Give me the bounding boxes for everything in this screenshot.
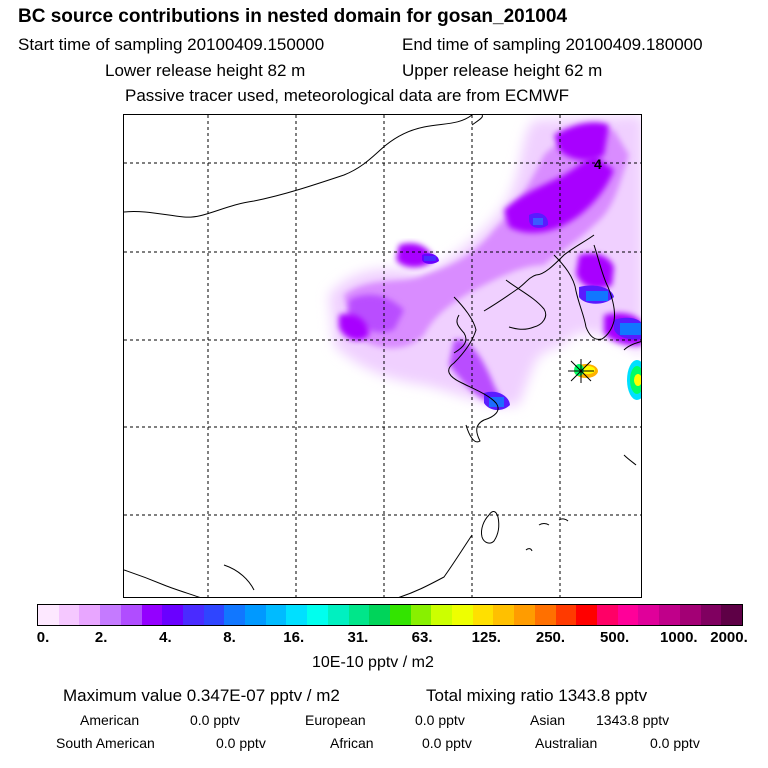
colorbar-tick-label: 250. — [535, 629, 566, 646]
colorbar-segment — [617, 605, 639, 625]
colorbar-tick-label: 1000. — [660, 629, 698, 646]
upper-release-height: Upper release height 62 m — [402, 61, 603, 80]
colorbar-segment — [555, 605, 577, 625]
colorbar-tick-label: 2000. — [710, 629, 748, 646]
colorbar-segment — [162, 605, 183, 625]
american-label: American — [80, 712, 140, 728]
colorbar-segment — [265, 605, 287, 625]
colorbar-segment — [245, 605, 266, 625]
colorbar-segment — [576, 605, 597, 625]
colorbar-segment — [638, 605, 660, 625]
colorbar-segment — [679, 605, 701, 625]
colorbar-tick-label: 4. — [159, 629, 172, 646]
colorbar-segment — [659, 605, 680, 625]
colorbar-unit: 10E-10 pptv / m2 — [312, 654, 434, 671]
asian-label: Asian — [530, 712, 566, 728]
colorbar-segment — [493, 605, 515, 625]
australian-label: Australian — [535, 735, 598, 751]
colorbar-segment — [534, 605, 556, 625]
colorbar-segment — [38, 605, 59, 625]
colorbar-segment — [79, 605, 101, 625]
coastlines — [124, 115, 641, 597]
colorbar-segment — [452, 605, 473, 625]
graticule — [124, 115, 641, 597]
european-value: 0.0 pptv — [415, 712, 465, 728]
end-time-label: End time of sampling 20100409.180000 — [402, 35, 703, 54]
concentration-plume — [329, 115, 641, 411]
colorbar-segment — [348, 605, 370, 625]
start-time-label: Start time of sampling 20100409.150000 — [18, 35, 325, 54]
release-point-marker — [568, 359, 594, 383]
colorbar-segment — [596, 605, 618, 625]
colorbar-segment — [182, 605, 204, 625]
grid-label: 4 — [594, 156, 602, 172]
colorbar-tick-label: 16. — [283, 629, 305, 646]
colorbar-segment — [224, 605, 246, 625]
south-american-label: South American — [56, 735, 155, 751]
colorbar-segment — [307, 605, 328, 625]
colorbar-segment — [410, 605, 432, 625]
colorbar-tick-label: 2. — [94, 629, 108, 646]
colorbar-segment — [721, 605, 742, 625]
colorbar-tick-label: 0. — [36, 629, 50, 646]
asian-value: 1343.8 pptv — [596, 712, 670, 728]
map-canvas: 4 — [124, 115, 641, 597]
colorbar-tick-label: 63. — [411, 629, 433, 646]
colorbar-tick-label: 500. — [600, 629, 630, 646]
colorbar — [37, 604, 743, 626]
african-label: African — [330, 735, 374, 751]
african-value: 0.0 pptv — [422, 735, 472, 751]
colorbar-tick-label: 31. — [347, 629, 369, 646]
colorbar-segment — [100, 605, 121, 625]
colorbar-segment — [389, 605, 411, 625]
colorbar-segment — [58, 605, 80, 625]
colorbar-segment — [472, 605, 494, 625]
european-label: European — [305, 712, 366, 728]
colorbar-segment — [700, 605, 722, 625]
colorbar-segment — [514, 605, 535, 625]
maximum-value: Maximum value 0.347E-07 pptv / m2 — [63, 686, 340, 705]
colorbar-segment — [286, 605, 308, 625]
american-value: 0.0 pptv — [190, 712, 240, 728]
source-contribution-map: 4 — [123, 114, 642, 598]
tracer-note: Passive tracer used, meteorological data… — [125, 86, 570, 105]
lower-release-height: Lower release height 82 m — [105, 61, 306, 80]
colorbar-tick-label: 8. — [223, 629, 236, 646]
map-title: BC source contributions in nested domain… — [18, 6, 568, 27]
colorbar-segment — [203, 605, 225, 625]
colorbar-segment — [327, 605, 349, 625]
colorbar-tick-label: 125. — [471, 629, 501, 646]
colorbar-segment — [141, 605, 163, 625]
colorbar-segment — [120, 605, 142, 625]
total-mixing-ratio: Total mixing ratio 1343.8 pptv — [426, 686, 648, 705]
south-american-value: 0.0 pptv — [216, 735, 266, 751]
colorbar-segment — [369, 605, 390, 625]
colorbar-segment — [431, 605, 453, 625]
australian-value: 0.0 pptv — [650, 735, 700, 751]
